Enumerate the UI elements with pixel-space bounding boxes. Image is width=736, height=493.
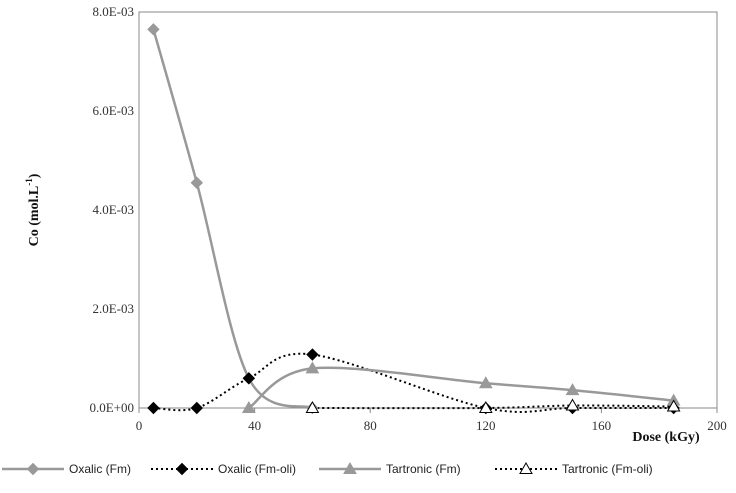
legend-label: Tartronic (Fm-oli) (562, 462, 653, 476)
data-point (666, 399, 681, 412)
y-tick-label: 4.0E-03 (92, 202, 134, 217)
legend-label: Oxalic (Fm) (69, 462, 131, 476)
x-tick-label: 40 (248, 418, 261, 433)
data-point (190, 401, 204, 415)
data-point (305, 400, 320, 413)
data-point (305, 361, 320, 374)
data-point (190, 176, 204, 189)
data-point (478, 376, 493, 389)
x-tick-label: 80 (364, 418, 377, 433)
y-axis-title: Co (mol.L-1) (24, 173, 42, 246)
legend-label: Tartronic (Fm) (386, 462, 461, 476)
data-point (242, 372, 256, 385)
series-line (153, 352, 674, 413)
x-axis-title: Dose (kGy) (632, 430, 700, 445)
data-point (147, 23, 160, 36)
series-line (152, 28, 313, 410)
data-point (565, 398, 580, 411)
x-tick-label: 200 (707, 418, 727, 433)
y-axis-title-main: Co (mol.L (27, 186, 42, 247)
y-tick-label: 0.0E+00 (89, 400, 134, 415)
y-tick-label: 8.0E-03 (92, 4, 134, 19)
legend-marker (343, 461, 357, 474)
x-tick-label: 0 (136, 418, 143, 433)
y-axis-title-close: ) (27, 173, 42, 178)
data-point (147, 401, 160, 415)
x-tick-label: 120 (476, 418, 496, 433)
y-tick-label: 2.0E-03 (92, 301, 134, 316)
y-axis-title-superscript: -1 (24, 178, 34, 186)
x-tick-label: 160 (592, 418, 612, 433)
data-point (306, 348, 319, 361)
data-point (478, 400, 493, 413)
data-point (241, 400, 256, 413)
y-tick-label: 6.0E-03 (92, 103, 134, 118)
data-point (565, 383, 580, 396)
series-line (248, 366, 674, 410)
legend-marker (175, 462, 189, 476)
legend-marker (26, 462, 40, 476)
plot-area-frame (138, 11, 718, 409)
legend: Oxalic (Fm) Oxalic (Fm-oli) Tartronic (Fm)… (2, 461, 653, 476)
legend-marker (519, 461, 533, 474)
legend-label: Oxalic (Fm-oli) (218, 462, 296, 476)
